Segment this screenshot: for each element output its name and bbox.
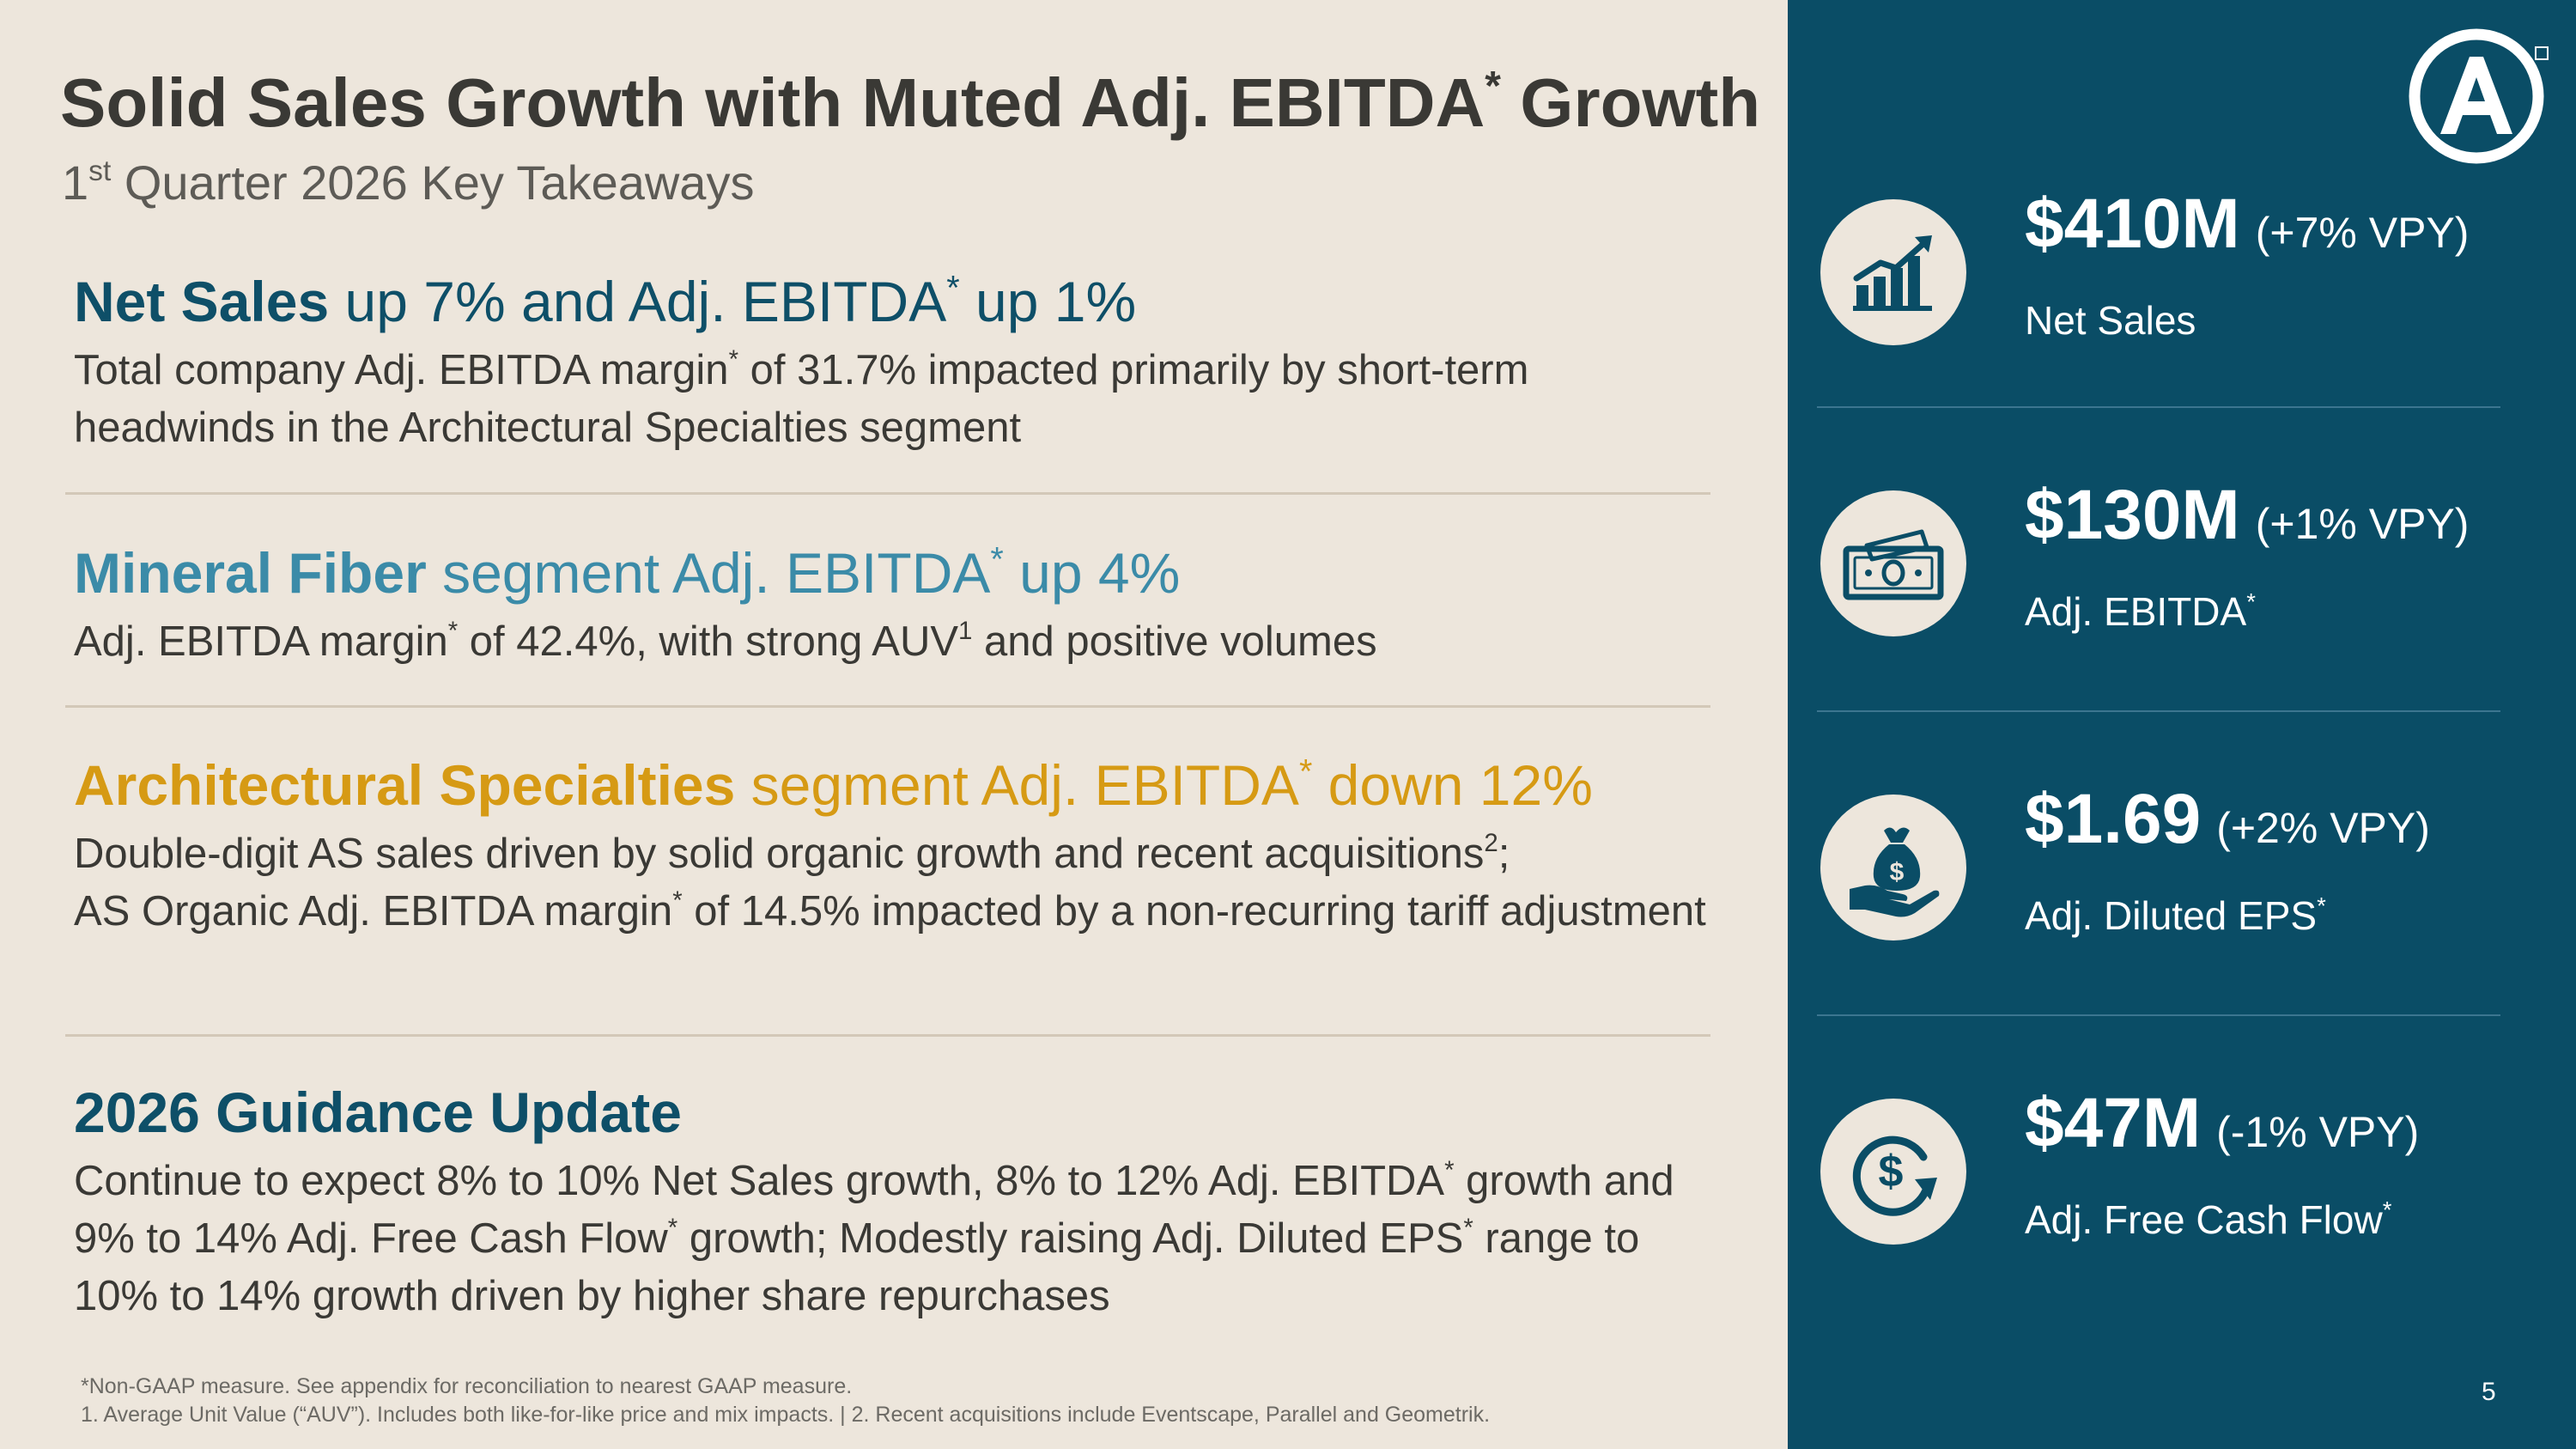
divider	[65, 705, 1710, 708]
takeaway-mineral-fiber: Mineral Fiber segment Adj. EBITDA* up 4%…	[74, 541, 1731, 671]
takeaway-heading: Mineral Fiber segment Adj. EBITDA* up 4%	[74, 540, 1181, 605]
footnotes: *Non-GAAP measure. See appendix for reco…	[81, 1373, 1490, 1429]
trademark-badge	[2535, 46, 2549, 60]
content-panel	[0, 0, 1788, 1449]
takeaway-heading: 2026 Guidance Update	[74, 1081, 682, 1144]
metric-label: Net Sales	[2025, 298, 2196, 343]
armstrong-a-logo-icon	[2409, 28, 2544, 164]
takeaway-guidance-update: 2026 Guidance Update Continue to expect …	[74, 1081, 1731, 1325]
metric-net-sales: $410M (+7% VPY) Net Sales	[1820, 185, 2507, 362]
metric-adj-free-cash-flow: $ $47M (-1% VPY) Adj. Free Cash Flow*	[1820, 1084, 2507, 1262]
dollar-cycle-icon: $	[1820, 1099, 1966, 1245]
growth-chart-icon	[1820, 199, 1966, 345]
takeaway-body: Adj. EBITDA margin* of 42.4%, with stron…	[74, 616, 1377, 665]
metric-value: $1.69 (+2% VPY)	[2025, 780, 2430, 858]
divider	[1817, 710, 2500, 712]
metric-value: $130M (+1% VPY)	[2025, 476, 2470, 554]
page-number: 5	[2482, 1378, 2496, 1406]
takeaway-heading: Net Sales up 7% and Adj. EBITDA* up 1%	[74, 269, 1137, 333]
metric-label: Adj. Free Cash Flow*	[2025, 1196, 2392, 1242]
page-title: Solid Sales Growth with Muted Adj. EBITD…	[60, 63, 1761, 141]
svg-text:$: $	[1879, 1147, 1904, 1196]
cash-bills-icon	[1820, 490, 1966, 636]
page-subtitle: 1st Quarter 2026 Key Takeaways	[62, 155, 755, 210]
divider	[1817, 406, 2500, 408]
divider	[65, 1034, 1710, 1037]
takeaway-body: Total company Adj. EBITDA margin* of 31.…	[74, 344, 1529, 451]
footnote-definitions: 1. Average Unit Value (“AUV”). Includes …	[81, 1403, 1491, 1427]
divider	[65, 492, 1710, 495]
takeaway-architectural-specialties: Architectural Specialties segment Adj. E…	[74, 753, 1731, 941]
takeaway-body: Double-digit AS sales driven by solid or…	[74, 828, 1706, 935]
divider	[1817, 1014, 2500, 1016]
money-bag-hand-icon: $	[1820, 795, 1966, 941]
svg-text:$: $	[1890, 858, 1905, 886]
footnote-non-gaap: *Non-GAAP measure. See appendix for reco…	[81, 1374, 853, 1398]
takeaway-net-sales: Net Sales up 7% and Adj. EBITDA* up 1% T…	[74, 270, 1731, 457]
metric-adj-diluted-eps: $ $1.69 (+2% VPY) Adj. Diluted EPS*	[1820, 780, 2507, 958]
metric-adj-ebitda: $130M (+1% VPY) Adj. EBITDA*	[1820, 476, 2507, 654]
metric-label: Adj. EBITDA*	[2025, 588, 2256, 634]
takeaway-heading: Architectural Specialties segment Adj. E…	[74, 752, 1593, 817]
metric-label: Adj. Diluted EPS*	[2025, 892, 2326, 938]
metric-value: $47M (-1% VPY)	[2025, 1084, 2420, 1162]
takeaway-body: Continue to expect 8% to 10% Net Sales g…	[74, 1155, 1674, 1319]
metric-value: $410M (+7% VPY)	[2025, 185, 2470, 263]
